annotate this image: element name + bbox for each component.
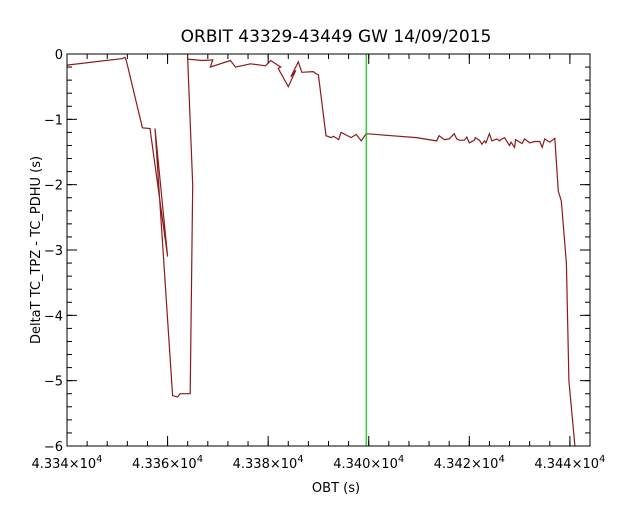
y-tick-label: −2	[44, 179, 63, 194]
y-tick-label: −3	[44, 244, 63, 259]
data-series	[67, 56, 576, 446]
series-line	[560, 200, 576, 446]
y-tick-label: −4	[44, 309, 63, 324]
x-tick-label: 4.334×104	[31, 454, 102, 472]
x-tick-label: 4.344×104	[534, 454, 605, 472]
axis-ticks: 4.334×104 4.336×104 4.338×104 4.340×104 4.34…	[31, 48, 605, 472]
plot-frame	[66, 53, 591, 447]
series-line	[67, 56, 562, 398]
chart-title: ORBIT 43329-43449 GW 14/09/2015	[181, 27, 492, 47]
x-tick-label: 4.340×104	[333, 454, 404, 472]
y-tick-label: −6	[44, 440, 63, 455]
y-tick-label: −1	[44, 113, 63, 128]
y-tick-label: −5	[44, 375, 63, 390]
y-tick-label: 0	[55, 48, 63, 63]
x-tick-label: 4.342×104	[434, 454, 505, 472]
x-axis-label: OBT (s)	[312, 481, 360, 496]
y-axis-label: DeltaT TC_TPZ - TC_PDHU (s)	[29, 156, 44, 344]
x-tick-label: 4.336×104	[132, 454, 203, 472]
x-tick-label: 4.338×104	[233, 454, 304, 472]
